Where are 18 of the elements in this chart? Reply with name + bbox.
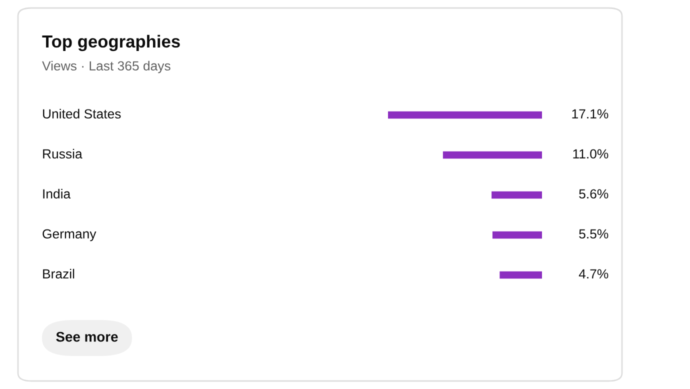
text: Views · Last 365 days (42, 60, 170, 74)
y-tick-label: Germany (42, 229, 96, 242)
bar (388, 111, 542, 119)
data-label: 5.6% (579, 189, 608, 199)
y-tick-label: United States (43, 108, 121, 119)
data-label: 5.5% (579, 229, 608, 239)
data-label: 4.7% (578, 269, 608, 278)
text: See more (56, 332, 118, 342)
y-tick-label: Russia (43, 148, 82, 159)
bar (442, 151, 542, 159)
data-label: 17.1% (572, 109, 608, 118)
y-tick-label: Brazil (43, 268, 74, 279)
data-label: 11.0% (573, 149, 608, 159)
text: Top geographies (42, 34, 180, 52)
bar (500, 271, 542, 279)
bar (492, 231, 542, 239)
bar (492, 191, 542, 199)
y-tick-label: India (43, 188, 71, 199)
